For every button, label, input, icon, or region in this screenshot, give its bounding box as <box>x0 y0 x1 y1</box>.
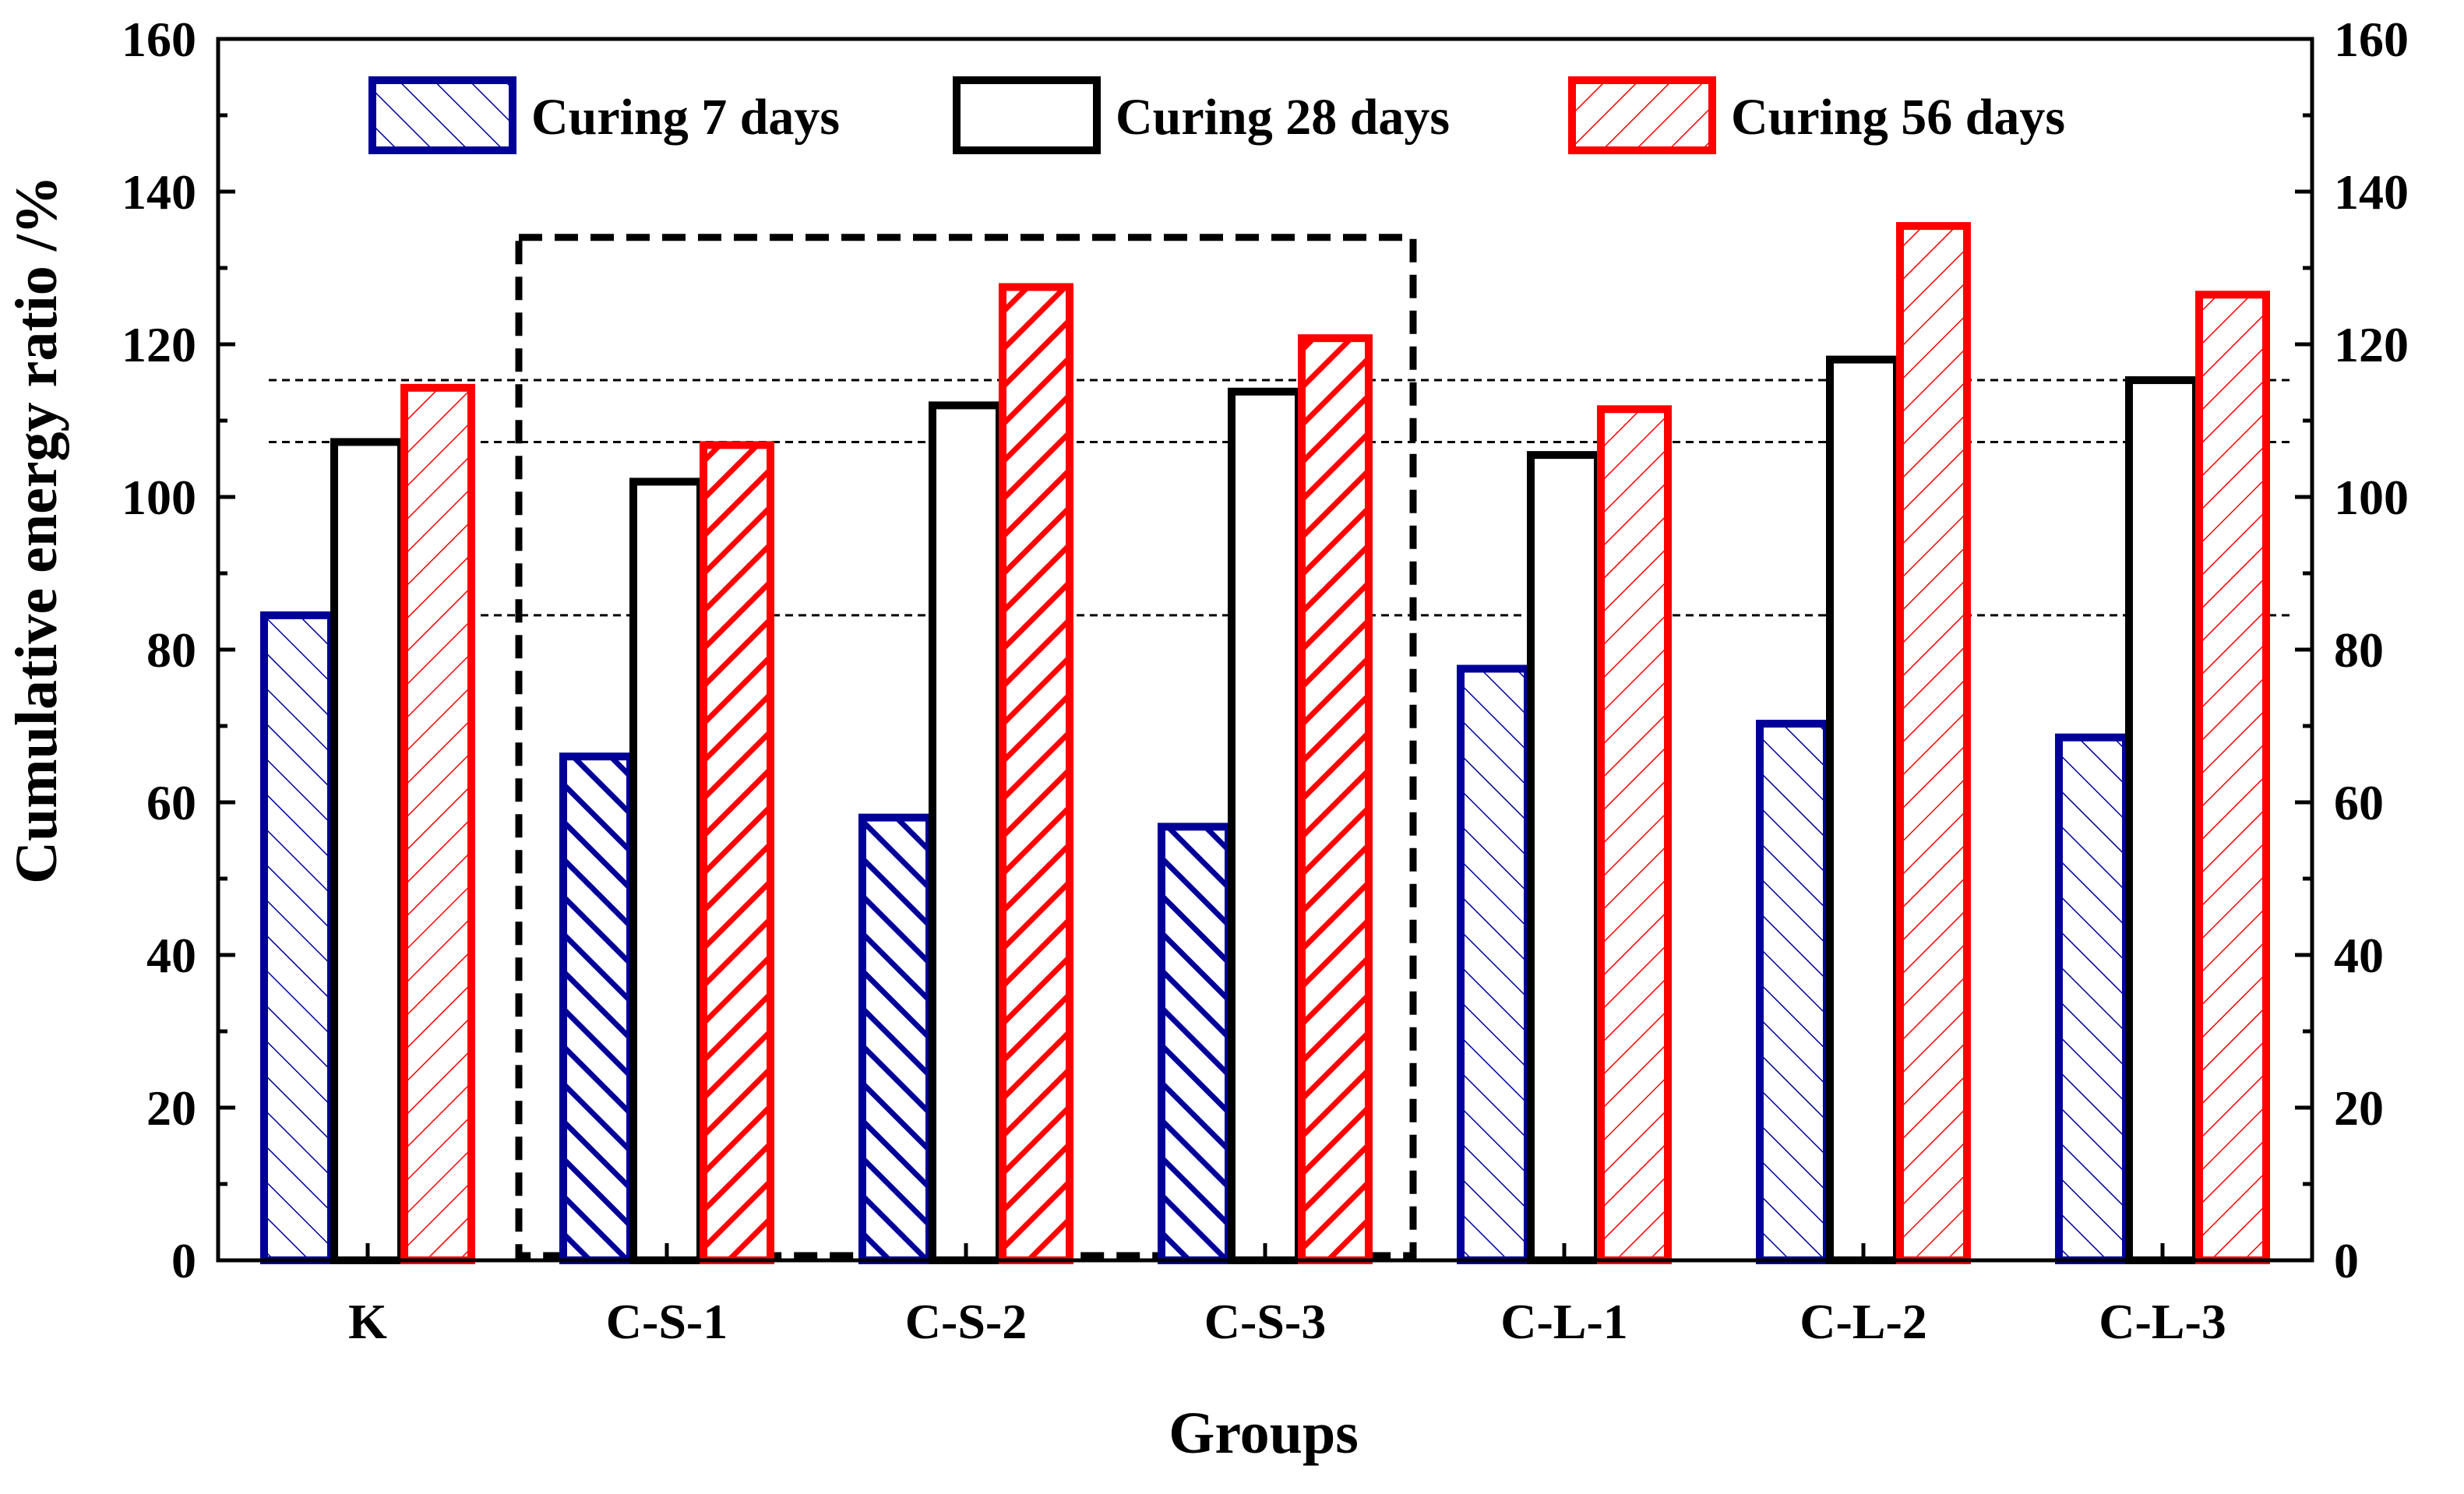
y-tick-label-right: 140 <box>2334 164 2409 220</box>
y-tick-label: 140 <box>122 164 196 220</box>
x-tick-label: C-L-1 <box>1500 1294 1628 1349</box>
y-tick-label-right: 100 <box>2334 470 2409 525</box>
x-tick-label: C-S-3 <box>1204 1294 1326 1349</box>
x-tick-label: C-S-1 <box>606 1294 728 1349</box>
bar-C-L-2-curing-7-days <box>1756 720 1831 1264</box>
bar-C-L-1-curing-28-days <box>1527 451 1602 1264</box>
bar-C-L-1-curing-7-days <box>1457 664 1532 1264</box>
bar-C-L-2-curing-56-days <box>1896 222 1971 1265</box>
y-tick-label: 100 <box>122 470 196 525</box>
y-tick-label: 0 <box>171 1233 196 1288</box>
legend-label-curing-28-days: Curing 28 days <box>1116 89 1450 146</box>
bar-C-L-1-curing-56-days <box>1597 405 1672 1264</box>
bar-C-S-2-curing-56-days <box>999 283 1073 1264</box>
y-tick-label: 60 <box>146 775 196 830</box>
y-tick-label-right: 20 <box>2334 1080 2384 1136</box>
bar-C-S-3-curing-7-days <box>1158 823 1232 1264</box>
y-tick-label-right: 60 <box>2334 775 2384 830</box>
bar-C-L-3-curing-56-days <box>2195 291 2270 1264</box>
x-tick-label: C-S-2 <box>905 1294 1027 1349</box>
bar-C-L-3-curing-28-days <box>2125 376 2200 1264</box>
bar-C-S-3-curing-56-days <box>1298 334 1373 1264</box>
x-tick-label: C-L-3 <box>2099 1294 2226 1349</box>
bar-C-L-3-curing-7-days <box>2055 733 2130 1264</box>
bar-C-S-2-curing-7-days <box>858 813 933 1264</box>
highlight-dashed-box <box>515 234 1417 1260</box>
legend-label-curing-56-days: Curing 56 days <box>1731 89 2065 146</box>
x-axis-labels: K C-S-1 C-S-2 C-S-3 C-L-1 C-L-2 C-L-3 <box>348 1294 2226 1349</box>
y-tick-label: 40 <box>146 928 196 983</box>
x-tick-label: C-L-2 <box>1800 1294 1927 1349</box>
legend-swatch-curing-28-days <box>953 76 1101 154</box>
bar-C-S-1-curing-7-days <box>559 752 634 1264</box>
x-axis-title: Groups <box>1169 1401 1359 1466</box>
bar-C-S-1-curing-28-days <box>629 477 704 1264</box>
y-tick-label: 80 <box>146 622 196 678</box>
bar-C-S-3-curing-28-days <box>1228 387 1303 1264</box>
y-tick-label-right: 160 <box>2334 12 2409 67</box>
bar-C-L-2-curing-28-days <box>1826 355 1901 1265</box>
bar-C-S-1-curing-56-days <box>700 441 774 1264</box>
x-tick-label: K <box>348 1294 387 1349</box>
bar-K-curing-28-days <box>330 438 405 1265</box>
legend-swatch-curing-56-days <box>1568 76 1716 154</box>
y-tick-label-right: 0 <box>2334 1233 2359 1288</box>
bar-K-curing-56-days <box>400 383 475 1264</box>
y-tick-label-right: 40 <box>2334 928 2384 983</box>
y-tick-label-right: 80 <box>2334 622 2384 678</box>
y-tick-label-right: 120 <box>2334 317 2409 372</box>
y-axis-title: Cumulative energy ratio /% <box>4 175 69 884</box>
legend: Curing 7 days Curing 28 days Curing 56 day… <box>368 76 2065 154</box>
axis-ticks <box>218 37 2312 1263</box>
legend-label-curing-7-days: Curing 7 days <box>531 89 840 146</box>
bar-C-S-2-curing-28-days <box>929 401 1003 1264</box>
bar-K-curing-7-days <box>260 611 335 1264</box>
y-axis-right-labels: 0 20 40 60 80 100 120 140 160 <box>2334 12 2409 1288</box>
legend-swatch-curing-7-days <box>368 76 516 154</box>
y-tick-label: 20 <box>146 1080 196 1136</box>
y-axis-left-labels: 0 20 40 60 80 100 120 140 160 <box>122 12 196 1288</box>
y-tick-label: 120 <box>122 317 196 372</box>
y-tick-label: 160 <box>122 12 196 67</box>
